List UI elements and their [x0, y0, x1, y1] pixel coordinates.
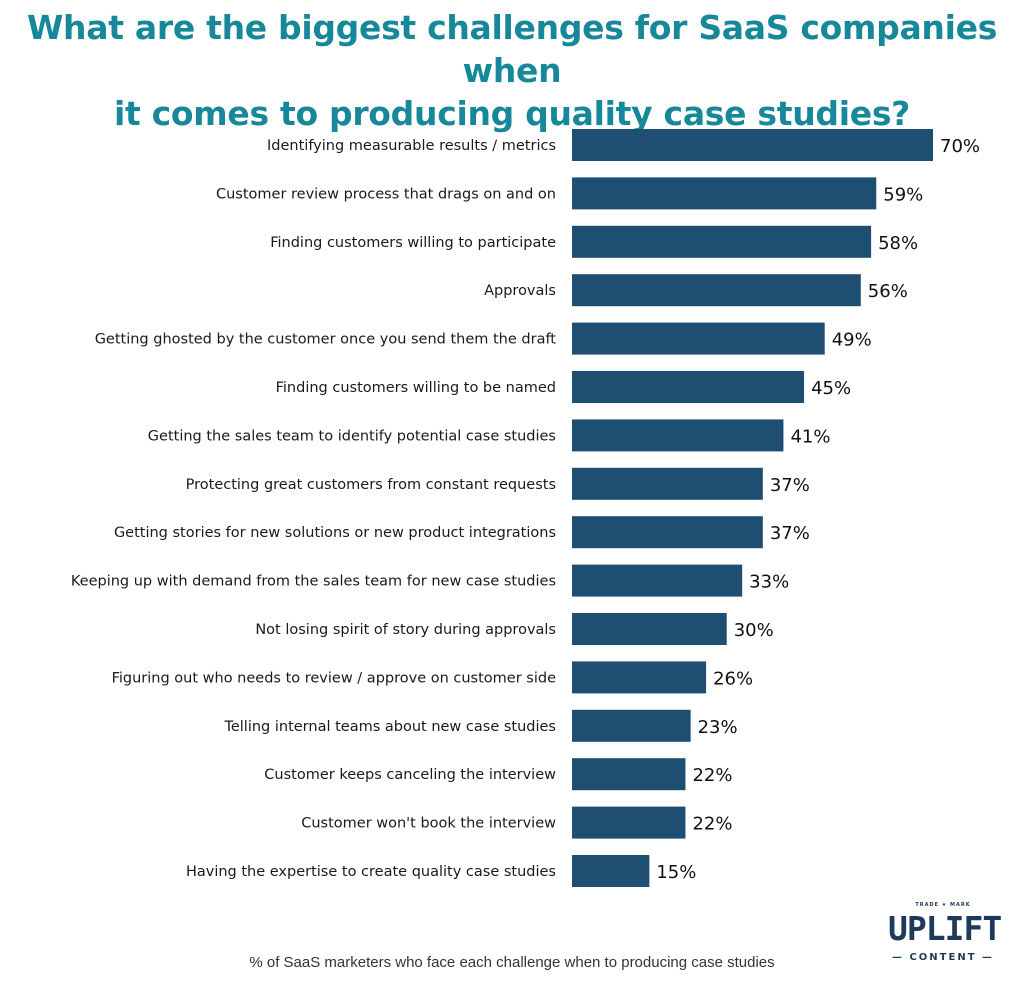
value-label: 45%: [811, 378, 851, 399]
category-label: Figuring out who needs to review / appro…: [112, 670, 556, 686]
value-label: 58%: [878, 233, 918, 254]
bar: [572, 806, 686, 839]
value-label: 49%: [832, 330, 872, 351]
category-label: Getting stories for new solutions or new…: [114, 525, 556, 541]
category-label: Getting the sales team to identify poten…: [148, 428, 556, 444]
chart-title-line-1: What are the biggest challenges for SaaS…: [26, 8, 998, 90]
value-label: 70%: [940, 136, 980, 157]
value-label: 33%: [749, 572, 789, 593]
value-label: 22%: [692, 814, 732, 835]
uplift-content-logo: TRADE ★ MARK UPLIFT — CONTENT —: [888, 902, 1002, 974]
category-label: Customer won't book the interview: [301, 816, 556, 832]
bar: [572, 225, 872, 258]
category-label: Not losing spirit of story during approv…: [255, 622, 556, 638]
bar: [572, 371, 805, 403]
bar: [572, 516, 763, 549]
category-label: Customer review process that drags on an…: [216, 186, 556, 202]
value-label: 26%: [713, 668, 753, 689]
category-label: Finding customers willing to be named: [276, 380, 556, 396]
bar: [572, 177, 877, 210]
category-label: Keeping up with demand from the sales te…: [71, 574, 556, 590]
logo-wordmark: UPLIFT: [888, 909, 1002, 948]
bar: [572, 419, 784, 452]
logo-trademark: TRADE ★ MARK: [915, 902, 971, 908]
value-label: 30%: [734, 620, 774, 641]
value-label: 22%: [692, 765, 732, 786]
value-label: 37%: [770, 523, 810, 544]
category-label: Approvals: [484, 283, 556, 299]
value-label: 15%: [656, 862, 696, 883]
category-label: Identifying measurable results / metrics: [267, 138, 556, 154]
category-label: Customer keeps canceling the interview: [264, 767, 556, 783]
bar: [572, 564, 743, 597]
value-label: 41%: [790, 426, 830, 447]
value-label: 23%: [698, 717, 738, 738]
bar: [572, 322, 825, 355]
category-label: Protecting great customers from constant…: [186, 477, 556, 493]
bar: [572, 758, 686, 791]
value-label: 37%: [770, 475, 810, 496]
bar: [572, 467, 763, 500]
value-label: 59%: [883, 184, 923, 205]
bar: [572, 661, 707, 694]
category-label: Finding customers willing to participate: [270, 235, 556, 251]
value-label: 56%: [868, 281, 908, 302]
bar: [572, 613, 727, 645]
chart-caption: % of SaaS marketers who face each challe…: [249, 954, 775, 971]
logo-subtitle: — CONTENT —: [891, 952, 994, 963]
bar: [572, 129, 933, 161]
chart-title-line-2: it comes to producing quality case studi…: [113, 94, 911, 133]
bar: [572, 274, 861, 307]
category-label: Having the expertise to create quality c…: [186, 864, 556, 880]
bar: [572, 709, 691, 742]
bar: [572, 855, 650, 887]
category-label: Getting ghosted by the customer once you…: [95, 332, 557, 348]
chart-title: What are the biggest challenges for SaaS…: [0, 6, 1024, 135]
category-label: Telling internal teams about new case st…: [223, 719, 556, 735]
